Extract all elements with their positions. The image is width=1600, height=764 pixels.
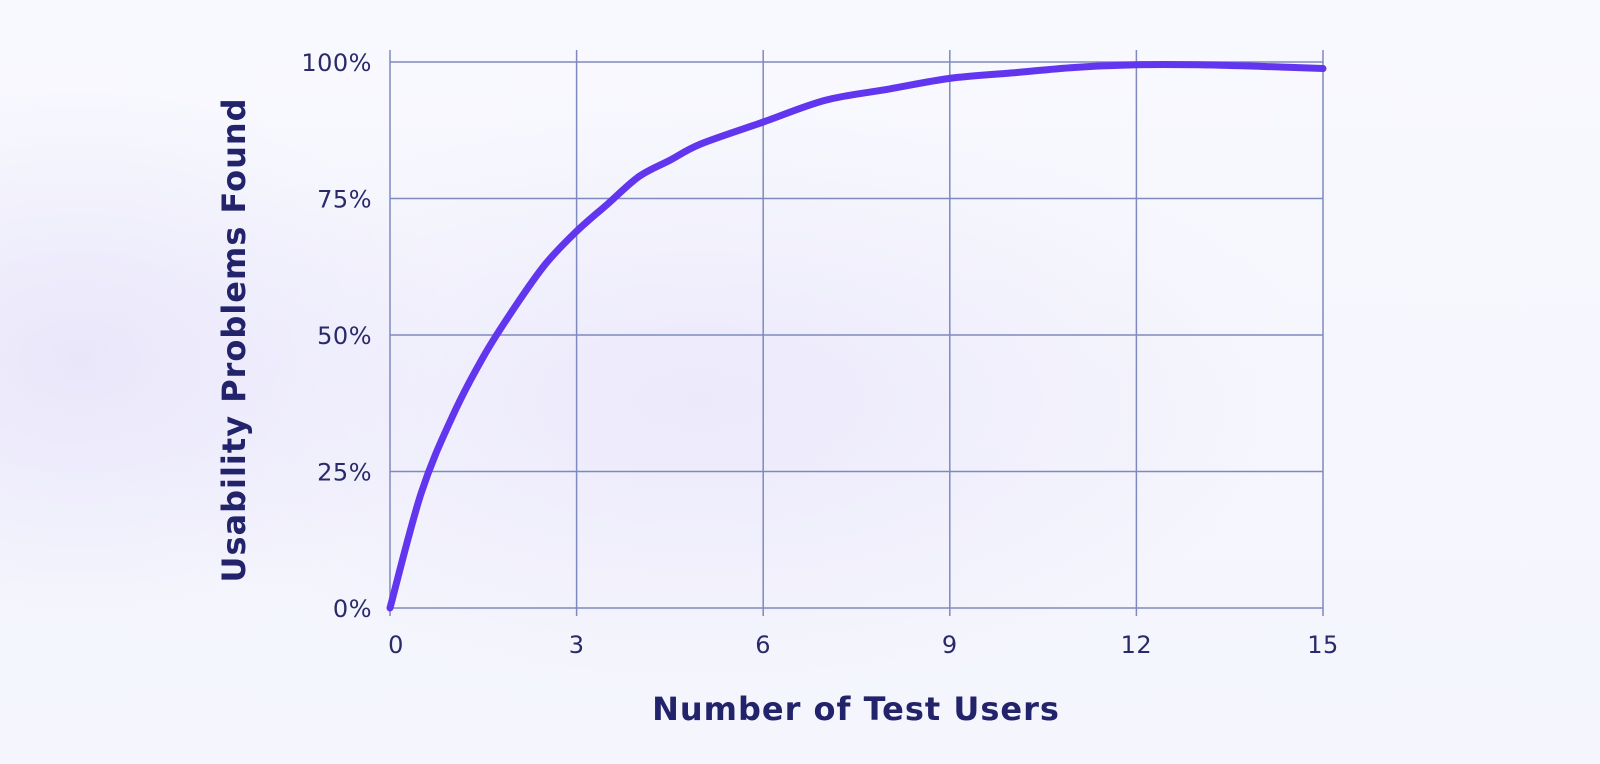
x-tick-label: 3 — [569, 631, 585, 659]
tick-labels: 0 3 6 9 12 15 0% 25% 50% 75% 100% — [301, 49, 1338, 659]
series-line — [386, 60, 1327, 612]
x-tick-label: 12 — [1121, 631, 1153, 659]
x-tick-label: 6 — [755, 631, 771, 659]
y-tick-label: 25% — [317, 459, 372, 487]
y-tick-label: 0% — [333, 595, 372, 623]
series-layer — [386, 60, 1327, 612]
x-tick-label: 0 — [388, 631, 404, 659]
x-tick-label: 15 — [1307, 631, 1339, 659]
x-axis-title: Number of Test Users — [652, 690, 1060, 728]
y-tick-label: 50% — [317, 322, 372, 350]
grid — [389, 50, 1324, 616]
y-tick-label: 75% — [317, 186, 372, 214]
y-tick-label: 100% — [301, 49, 372, 77]
x-tick-label: 9 — [942, 631, 958, 659]
y-axis-title: Usability Problems Found — [215, 97, 253, 582]
